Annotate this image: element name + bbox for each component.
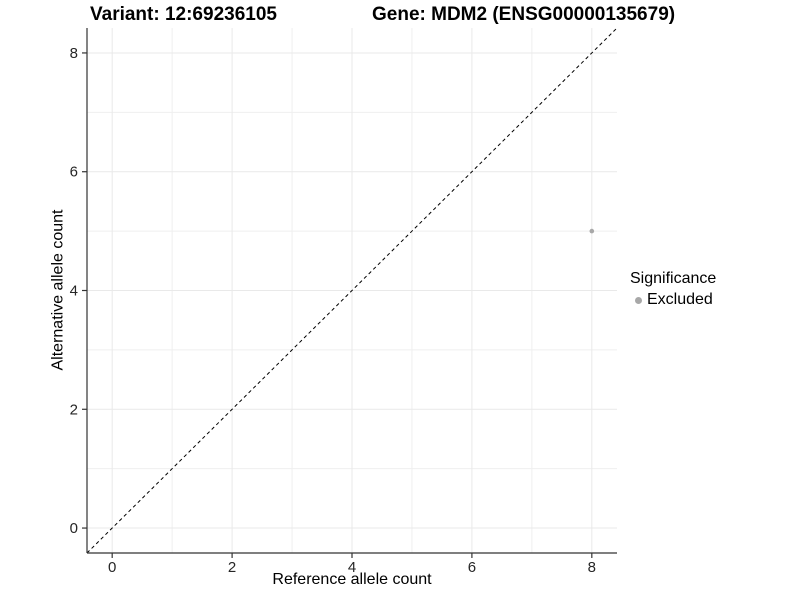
- data-points: [589, 228, 595, 234]
- x-tick-label: 8: [588, 559, 596, 576]
- gene-title: Gene: MDM2 (ENSG00000135679): [372, 4, 676, 25]
- x-tick-label: 6: [468, 559, 476, 576]
- x-tick-label: 4: [348, 559, 356, 576]
- axes: [82, 28, 617, 558]
- tick-labels: 0 2 4 6 8 0 2 4 6 8: [70, 45, 596, 576]
- y-axis-label: Alternative allele count: [49, 209, 67, 371]
- legend-title: Significance: [630, 270, 717, 287]
- data-point: [589, 228, 595, 234]
- y-tick-label: 2: [70, 401, 78, 418]
- y-tick-label: 4: [70, 283, 78, 300]
- y-tick-label: 8: [70, 45, 78, 62]
- x-axis-label: Reference allele count: [272, 571, 432, 588]
- x-tick-label: 2: [228, 559, 236, 576]
- variant-title: Variant: 12:69236105: [90, 4, 277, 25]
- y-tick-label: 0: [70, 520, 78, 537]
- x-tick-label: 0: [108, 559, 116, 576]
- legend: Significance Excluded: [630, 270, 716, 309]
- legend-point-icon: [635, 296, 642, 304]
- legend-item-excluded: Excluded: [630, 291, 716, 309]
- identity-dashed-line: [86, 27, 618, 554]
- identity-line-layer: [86, 27, 618, 554]
- legend-item-label: Excluded: [647, 291, 713, 308]
- y-tick-label: 6: [70, 164, 78, 181]
